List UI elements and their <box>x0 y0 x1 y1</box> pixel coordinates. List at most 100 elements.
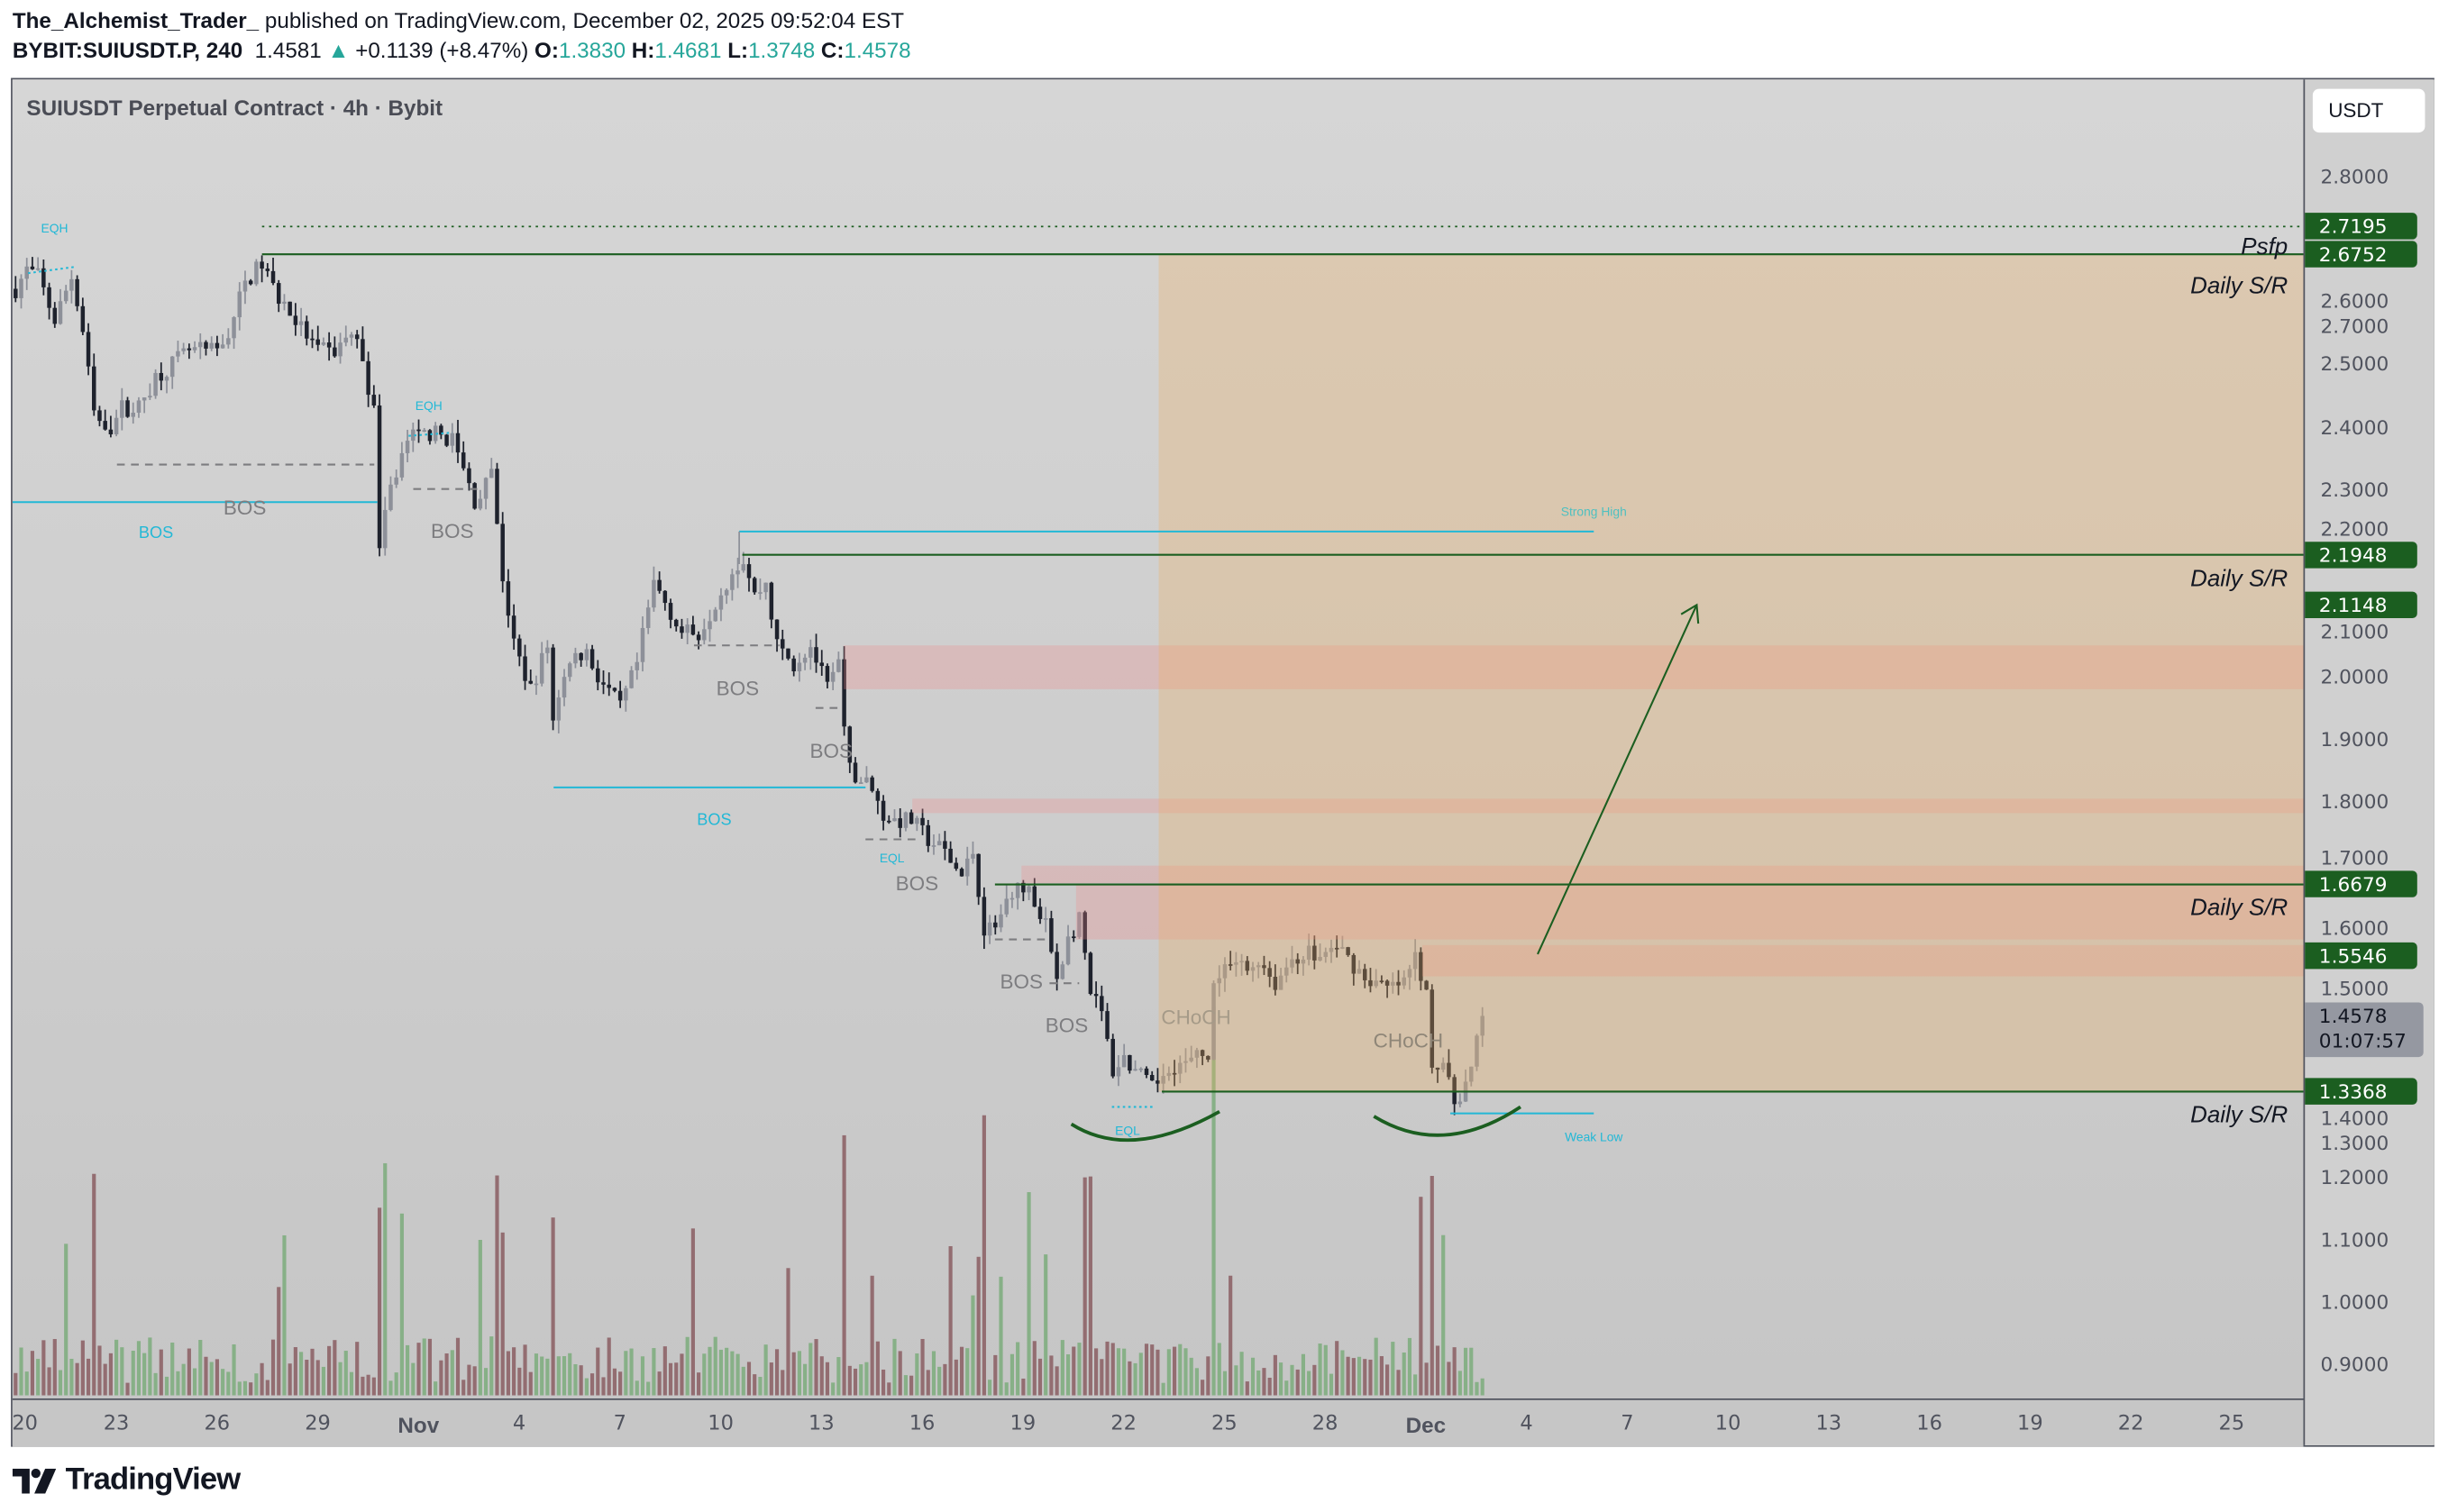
volume-bar <box>69 1358 74 1396</box>
candle-body <box>657 579 662 591</box>
volume-bar <box>596 1347 600 1396</box>
candle-body <box>624 688 628 701</box>
volume-bar <box>142 1353 147 1396</box>
candle-body <box>455 433 461 453</box>
volume-bar <box>1037 1358 1043 1396</box>
volume-bar <box>237 1381 242 1396</box>
candle-body <box>97 410 102 422</box>
volume-bar <box>1156 1349 1160 1396</box>
current-price: 1.4578 <box>2318 1003 2388 1027</box>
candle-body <box>774 619 780 640</box>
volume-bar <box>92 1173 96 1396</box>
candle-body <box>58 301 63 324</box>
candle-body <box>1021 882 1026 893</box>
volume-bar <box>97 1345 102 1396</box>
time-label: 26 <box>204 1412 231 1436</box>
candle-body <box>472 483 477 509</box>
volume-bar <box>708 1346 712 1396</box>
publish-info: The_Alchemist_Trader_ published on Tradi… <box>13 8 904 33</box>
volume-bar <box>909 1375 914 1396</box>
candle-body <box>836 659 841 672</box>
publish-date: published on TradingView.com, December 0… <box>264 7 905 33</box>
volume-bar <box>1374 1337 1378 1396</box>
candle-body <box>108 429 114 435</box>
price-chart[interactable]: BOS BOS BOS BOS BOS BOS BOS BOS BOS EQH … <box>12 79 2304 1398</box>
volume-bar <box>1351 1358 1356 1396</box>
candle-body <box>1138 1068 1144 1070</box>
volume-bar <box>310 1348 315 1396</box>
candle-body <box>321 342 326 345</box>
candle-body <box>1116 1067 1121 1077</box>
volume-bar <box>131 1351 135 1396</box>
volume-bar <box>422 1338 426 1396</box>
volume-bar <box>19 1347 23 1396</box>
volume-bar <box>1206 1356 1210 1396</box>
tradingview-logo[interactable]: TradingView <box>12 1462 241 1498</box>
volume-bar <box>1385 1364 1390 1396</box>
volume-bar <box>937 1366 942 1396</box>
volume-bar <box>406 1344 410 1396</box>
candle-body <box>192 347 197 351</box>
candle-body <box>1340 947 1345 949</box>
volume-bar <box>819 1356 824 1396</box>
volume-bar <box>450 1350 454 1396</box>
currency-button[interactable]: USDT <box>2312 88 2425 133</box>
volume-bar <box>36 1359 41 1396</box>
candle-body <box>802 657 808 663</box>
author-name[interactable]: The_Alchemist_Trader_ <box>12 7 260 33</box>
candle-body <box>215 342 220 349</box>
volume-bar <box>444 1353 449 1396</box>
volume-bar <box>1435 1345 1440 1396</box>
volume-bar <box>1094 1348 1099 1396</box>
candle-body <box>551 647 555 721</box>
volume-bar <box>881 1369 886 1396</box>
bos-label-cyan: BOS <box>697 810 731 828</box>
volume-bar <box>781 1370 785 1396</box>
candle-body <box>1480 1016 1484 1036</box>
candle-body <box>1239 961 1244 963</box>
volume-bar <box>1082 1177 1087 1396</box>
candle-body <box>652 579 656 608</box>
volume-bar <box>327 1345 332 1396</box>
time-label: 10 <box>1714 1412 1741 1436</box>
last-price: 1.4581 <box>254 37 322 63</box>
candle-body <box>1290 959 1294 968</box>
candle-body <box>920 817 925 825</box>
candle-body <box>333 347 337 357</box>
candle-body <box>24 266 29 279</box>
volume-bar <box>52 1339 57 1396</box>
projection-arrow <box>1537 604 1698 955</box>
time-label: 22 <box>2117 1412 2144 1436</box>
candle-body <box>1027 886 1031 893</box>
candle-body <box>1200 1050 1205 1056</box>
time-axis[interactable]: 20 23 26 29 Nov 4 7 10 13 16 19 22 25 28 Dec 4 7 10 13 16 19… <box>12 1398 2304 1447</box>
order-block-zone <box>844 645 2304 689</box>
rounding-bottom-arc <box>1373 1105 1521 1137</box>
chart-pane[interactable]: BOS BOS BOS BOS BOS BOS BOS BOS BOS EQH … <box>12 79 2304 1398</box>
volume-bar <box>270 1339 276 1396</box>
candle-body <box>1049 918 1054 952</box>
candle-body <box>338 342 343 357</box>
volume-bar <box>1368 1359 1373 1396</box>
volume-bar <box>1424 1362 1429 1396</box>
candle-body <box>209 342 214 349</box>
candle-body <box>1144 1068 1149 1075</box>
candle-body <box>506 581 511 616</box>
volume-bar <box>1480 1378 1484 1396</box>
price-axis[interactable]: USDT 2.7195 2.6752 2.1948 2.1148 1.6679 1.554… <box>2303 79 2434 1445</box>
volume-bar <box>293 1347 297 1396</box>
current-price-tag: 1.4578 01:07:57 <box>2305 1001 2424 1057</box>
volume-bar <box>825 1362 830 1396</box>
volume-bar <box>103 1363 107 1396</box>
candle-body <box>148 396 152 398</box>
candle-body <box>1384 980 1390 986</box>
candle-body <box>511 615 516 639</box>
volume-bar <box>472 1366 477 1396</box>
candle-body <box>612 688 617 691</box>
volume-bar <box>1166 1349 1171 1396</box>
price-label: 2.0000 <box>2320 664 2389 688</box>
candle-body <box>260 261 264 269</box>
candle-body <box>556 697 562 721</box>
candle-body <box>1161 1076 1165 1084</box>
